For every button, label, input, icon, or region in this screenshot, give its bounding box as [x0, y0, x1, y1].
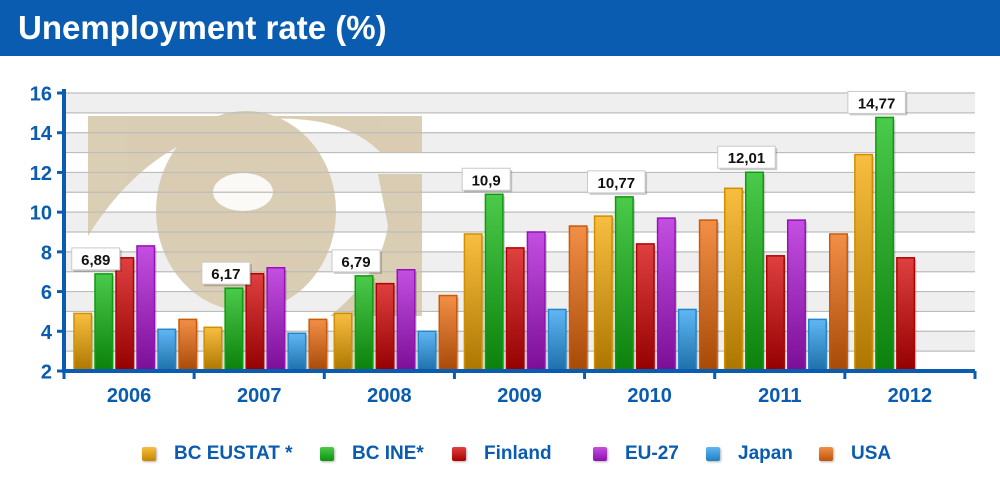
bar-finland-2006	[115, 257, 135, 372]
bar-finland-2010	[635, 243, 655, 372]
bar-finland-2008	[375, 282, 395, 372]
y-tick-label: 16	[30, 84, 52, 106]
data-label-box	[587, 170, 646, 194]
legend-swatch	[819, 447, 833, 461]
bar-japan-2008	[417, 330, 437, 372]
bar-bc-ine-2011	[744, 171, 764, 372]
legend-item: Japan	[706, 440, 793, 468]
bar-japan-2007	[287, 332, 307, 372]
bar-bc-eustat-2007	[203, 326, 223, 372]
bar-bc-eustat-2011	[723, 187, 743, 372]
bar-bc-ine-2012	[875, 116, 895, 372]
legend-swatch	[452, 447, 466, 461]
bar-eu-27-2010	[656, 217, 676, 372]
data-label: 10,9	[472, 172, 501, 189]
legend-label: EU-27	[625, 443, 679, 464]
bar-eu-27-2006	[136, 245, 156, 372]
chart-title: Unemployment rate (%)	[18, 9, 387, 46]
bar-bc-ine-2010	[614, 196, 634, 372]
x-tick-label: 2009	[497, 385, 542, 407]
legend-item: BC EUSTAT *	[142, 440, 293, 468]
legend: BC EUSTAT * BC INE* Finland EU-27 Japan USA	[0, 440, 1000, 470]
bar-usa-2011	[828, 233, 848, 372]
data-label: 6,89	[81, 252, 110, 269]
bar-eu-27-2007	[266, 266, 286, 372]
data-labels: 6,89 6,17 6,79 10,9 10,77 12,01 14,77	[71, 90, 908, 287]
bar-japan-2011	[807, 318, 827, 372]
x-tick-label: 2011	[758, 385, 801, 407]
bar-bc-eustat-2006	[73, 312, 93, 372]
data-label-box	[71, 247, 121, 271]
x-tick-label: 2008	[367, 385, 412, 407]
bar-finland-2012	[896, 257, 916, 372]
bar-bc-ine-2006	[94, 273, 114, 372]
bar-usa-2007	[308, 318, 328, 372]
y-tick-label: 12	[30, 163, 52, 185]
data-label: 6,79	[341, 254, 370, 271]
bar-finland-2007	[245, 272, 265, 372]
bar-bc-eustat-2012	[854, 153, 874, 372]
bar-bc-eustat-2010	[593, 215, 613, 372]
legend-label: BC EUSTAT *	[174, 443, 293, 464]
bar-chart: 2 4 6 8 10 12 14 16 2006 2007 2008 2009 2010 2011 2012…	[30, 84, 977, 407]
bar-usa-2006	[178, 318, 198, 372]
y-tick-label: 6	[41, 282, 52, 304]
y-tick-label: 4	[41, 322, 53, 344]
legend-label: Japan	[738, 443, 793, 464]
bar-eu-27-2011	[786, 219, 806, 372]
bar-japan-2009	[547, 308, 567, 372]
data-label: 10,77	[598, 175, 636, 192]
data-label: 14,77	[858, 95, 896, 112]
watermark-shape	[156, 111, 336, 311]
bar-finland-2009	[505, 247, 525, 372]
x-tick-label: 2012	[888, 385, 933, 407]
bar-usa-2008	[438, 294, 458, 372]
bar-japan-2006	[157, 328, 177, 372]
bar-usa-2009	[568, 225, 588, 372]
bar-usa-2010	[698, 219, 718, 372]
data-label: 6,17	[211, 266, 240, 283]
title-bar: Unemployment rate (%)	[0, 0, 1000, 56]
bar-bc-ine-2009	[484, 193, 504, 372]
x-tick-label: 2007	[237, 385, 282, 407]
data-label-box	[331, 249, 381, 273]
data-label: 12,01	[728, 150, 766, 167]
legend-swatch	[142, 447, 156, 461]
legend-label: Finland	[484, 443, 552, 464]
bar-eu-27-2009	[526, 231, 546, 372]
y-tick-label: 8	[41, 242, 52, 264]
data-label-box	[717, 145, 776, 169]
bar-eu-27-2008	[396, 268, 416, 372]
bar-finland-2011	[765, 255, 785, 372]
y-tick-label: 10	[30, 203, 52, 225]
bar-bc-eustat-2009	[463, 233, 483, 372]
legend-swatch	[706, 447, 720, 461]
x-tick-label: 2006	[107, 385, 152, 407]
watermark-shape	[88, 116, 422, 236]
data-label-box	[201, 261, 251, 285]
legend-label: USA	[851, 443, 892, 464]
legend-item: USA	[819, 440, 891, 468]
legend-item: BC INE*	[320, 440, 424, 468]
legend-label: BC INE*	[352, 443, 424, 464]
bar-japan-2010	[677, 308, 697, 372]
bar-bc-ine-2007	[224, 287, 244, 372]
grid-band	[64, 93, 975, 113]
data-label-box	[461, 167, 511, 191]
legend-item: Finland	[452, 440, 552, 468]
legend-swatch	[320, 447, 334, 461]
legend-item: EU-27	[593, 440, 679, 468]
y-tick-label: 14	[30, 123, 53, 145]
axes: 2 4 6 8 10 12 14 16 2006 2007 2008 2009 2010 2011 2012	[30, 84, 977, 407]
bar-bc-ine-2008	[354, 275, 374, 372]
legend-swatch	[593, 447, 607, 461]
y-tick-label: 2	[41, 362, 52, 384]
bar-bc-eustat-2008	[333, 312, 353, 372]
data-label-box	[847, 90, 906, 114]
x-tick-label: 2010	[627, 385, 672, 407]
